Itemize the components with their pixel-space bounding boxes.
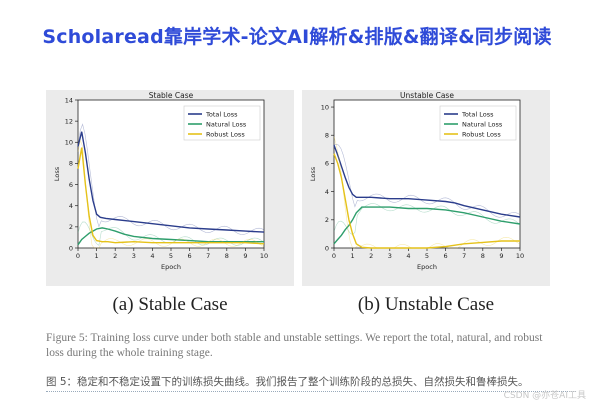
chart1-legend-label-1: Natural Loss [462,120,503,128]
figure-caption-english: Figure 5: Training loss curve under both… [46,332,543,359]
chart0-x-tick-label: 2 [113,252,117,260]
chart0-y-tick-label: 4 [69,202,73,210]
chart1-x-tick-label: 9 [499,252,503,260]
chart1-x-tick-label: 0 [332,252,336,260]
chart0-x-tick-label: 4 [150,252,154,260]
figure-caption-chinese: 图 5：稳定和不稳定设置下的训练损失曲线。我们报告了整个训练阶段的总损失、自然损… [46,374,576,392]
chart1-x-tick-label: 5 [425,252,429,260]
chart1-y-tick-label: 4 [325,188,329,196]
chart0-x-tick-label: 5 [169,252,173,260]
subfigure-caption-b: (b) Unstable Case [357,294,495,315]
chart1-x-tick-label: 2 [369,252,373,260]
chart0-y-tick-label: 0 [69,244,73,252]
chart1-y-tick-label: 0 [325,244,329,252]
chart0-legend-label-1: Natural Loss [206,120,247,128]
subfigure-caption-a: (a) Stable Case [112,294,228,315]
chart1-y-tick-label: 6 [325,160,329,168]
chart0-y-tick-label: 14 [65,96,73,104]
chart0-y-tick-label: 12 [65,117,73,125]
chart0-series-line-1 [77,227,264,246]
chart0-x-tick-label: 7 [206,252,210,260]
chart1-series-line-1 [333,206,521,245]
chart1-x-tick-label: 8 [481,252,485,260]
chart1-legend-label-2: Robust Loss [462,130,501,138]
chart0-series-line-0 [77,131,265,233]
chart0-y-tick-label: 6 [69,181,73,189]
app-banner-title: Scholaread靠岸学术-论文AI解析&排版&翻译&同步阅读 [42,26,552,48]
watermark: CSDN @亦苍AI工具 [503,391,586,401]
stable-case-chart: Stable Case 0 1 2 3 4 5 6 7 8 9 10 0 2 4 6 8 10 12 14 Epoch L… [46,90,294,286]
chart0-series-noise-2 [77,139,265,249]
chart1-x-tick-label: 3 [388,252,392,260]
chart0-legend-label-0: Total Loss [205,110,238,118]
chart0-y-tick-label: 8 [69,160,73,168]
unstable-case-chart: Unstable Case 0 1 2 3 4 5 6 7 8 9 10 0 2 4 6 8 10 Epoch Los… [302,90,550,286]
chart0-x-tick-label: 8 [225,252,229,260]
chart1-legend-label-0: Total Loss [461,110,494,118]
chart0-x-tick-label: 1 [95,252,99,260]
chart0-legend-label-2: Robust Loss [206,130,245,138]
chart0-title: Stable Case [149,91,194,100]
chart1-y-tick-label: 8 [325,132,329,140]
chart1-y-axis-label: Loss [309,166,317,181]
chart1-series-line-2 [333,153,520,249]
chart0-x-axis-label: Epoch [161,263,181,271]
chart1-x-tick-label: 6 [444,252,448,260]
chart1-series-line-0 [333,144,521,218]
chart0-x-tick-label: 0 [76,252,80,260]
chart1-y-tick-label: 2 [325,216,329,224]
unstable-loss-plot: Unstable Case 0 1 2 3 4 5 6 7 8 9 10 0 2 4 6 8 10 Epoch Los… [309,91,524,271]
chart1-x-tick-label: 7 [462,252,466,260]
chart1-title: Unstable Case [400,91,454,100]
chart0-x-tick-label: 10 [260,252,268,260]
chart1-x-tick-label: 10 [516,252,524,260]
chart0-y-tick-label: 2 [69,223,73,231]
chart1-x-tick-label: 1 [351,252,355,260]
chart0-y-axis-label: Loss [53,166,61,181]
chart0-x-tick-label: 3 [132,252,136,260]
chart0-x-tick-label: 6 [188,252,192,260]
chart0-x-tick-label: 9 [243,252,247,260]
chart1-x-tick-label: 4 [406,252,410,260]
chart0-series-line-2 [77,147,265,245]
chart0-y-tick-label: 10 [65,139,73,147]
chart1-x-axis-label: Epoch [417,263,437,271]
chart1-y-tick-label: 10 [321,103,329,111]
